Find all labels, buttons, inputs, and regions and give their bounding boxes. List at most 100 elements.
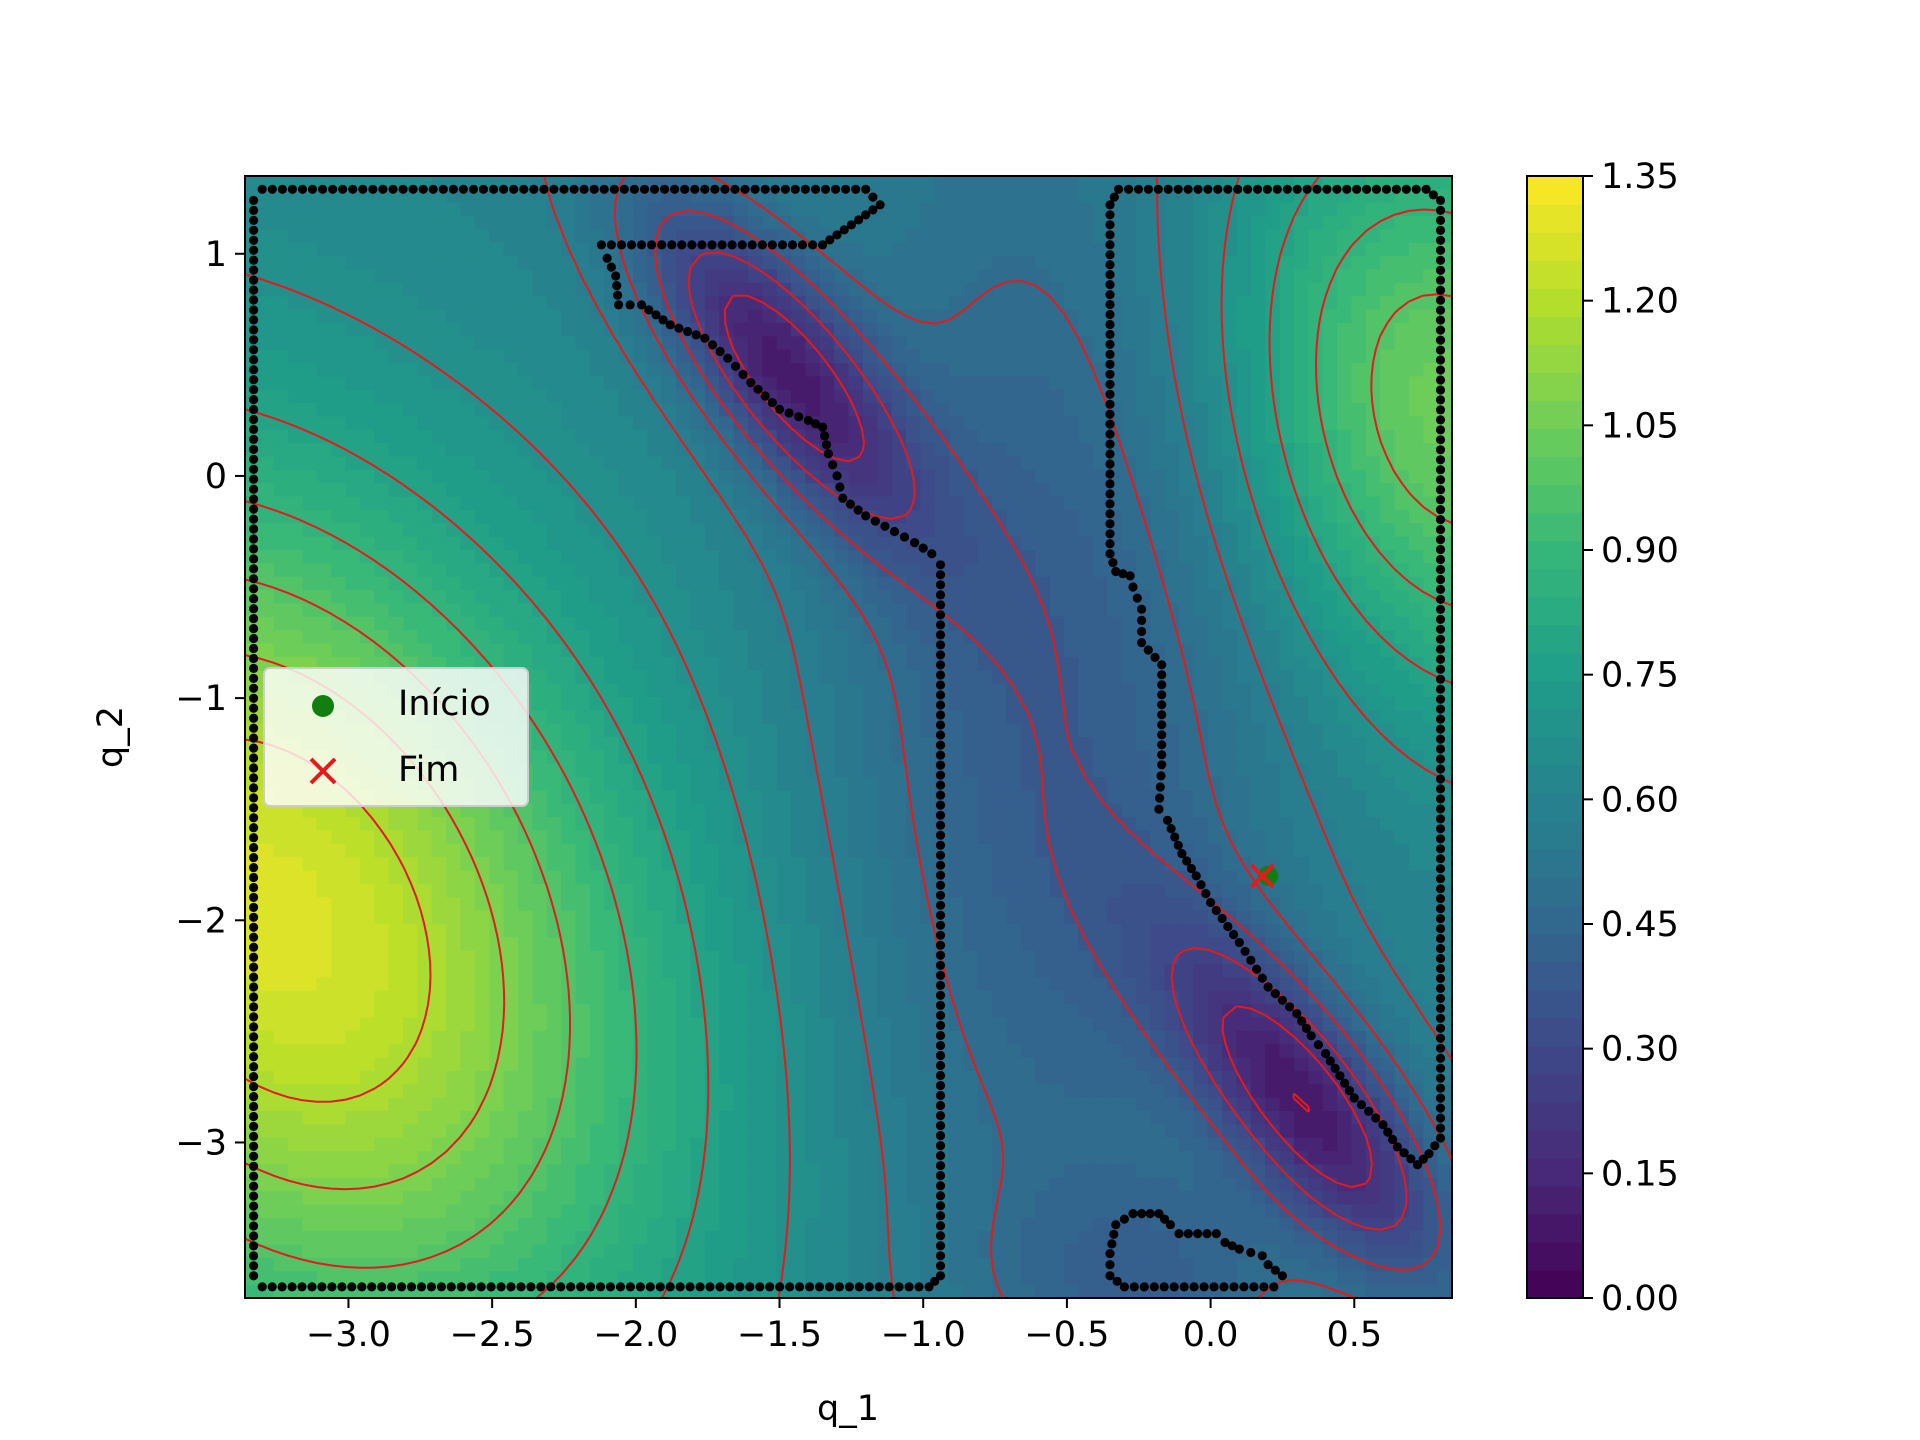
heatmap-cell: [647, 603, 663, 618]
heatmap-cell: [1092, 870, 1108, 885]
heatmap-cell: [474, 843, 490, 858]
heatmap-cell: [374, 456, 390, 471]
heatmap-cell: [690, 282, 706, 297]
heatmap-cell: [704, 403, 720, 418]
heatmap-cell: [345, 643, 361, 658]
heatmap-cell: [532, 282, 548, 297]
heatmap-cell: [1365, 296, 1381, 311]
heatmap-cell: [905, 296, 921, 311]
heatmap-cell: [1365, 670, 1381, 685]
heatmap-cell: [460, 469, 476, 484]
heatmap-cell: [316, 910, 332, 925]
heatmap-cell: [877, 630, 893, 645]
heatmap-cell: [1135, 202, 1151, 217]
heatmap-cell: [1035, 456, 1051, 471]
heatmap-cell: [518, 563, 533, 578]
heatmap-cell: [474, 590, 490, 605]
heatmap-cell: [1092, 563, 1108, 578]
heatmap-cell: [1337, 469, 1353, 484]
heatmap-cell: [819, 656, 835, 671]
heatmap-cell: [589, 710, 605, 725]
heatmap-cell: [1178, 656, 1194, 671]
heatmap-cell: [1222, 336, 1238, 351]
heatmap-cell: [518, 376, 533, 391]
heatmap-cell: [359, 950, 375, 965]
heatmap-cell: [575, 469, 591, 484]
heatmap-cell: [1394, 883, 1410, 898]
heatmap-cell: [1049, 803, 1065, 818]
heatmap-cell: [977, 309, 993, 324]
heatmap-cell: [1135, 924, 1151, 938]
heatmap-cell: [805, 790, 821, 805]
heatmap-cell: [1092, 403, 1108, 418]
heatmap-cell: [1250, 456, 1266, 471]
heatmap-cell: [1337, 256, 1353, 271]
heatmap-cell: [575, 857, 591, 872]
heatmap-cell: [1423, 857, 1439, 872]
heatmap-cell: [503, 590, 519, 605]
heatmap-cell: [302, 509, 318, 524]
heatmap-cell: [676, 509, 692, 524]
heatmap-cell: [934, 389, 950, 404]
heatmap-cell: [417, 563, 433, 578]
heatmap-cell: [460, 389, 476, 404]
heatmap-cell: [561, 363, 577, 377]
heatmap-cell: [992, 883, 1008, 898]
heatmap-cell: [1337, 750, 1353, 765]
heatmap-cell: [1222, 790, 1238, 805]
heatmap-cell: [1423, 216, 1439, 231]
heatmap-cell: [747, 950, 763, 965]
heatmap-cell: [1064, 550, 1080, 564]
heatmap-cell: [747, 723, 763, 738]
heatmap-cell: [618, 870, 634, 885]
heatmap-cell: [1164, 656, 1180, 671]
heatmap-cell: [1207, 443, 1223, 458]
heatmap-cell: [1078, 523, 1094, 538]
heatmap-cell: [1337, 309, 1353, 324]
heatmap-cell: [690, 870, 706, 885]
heatmap-cell: [647, 830, 663, 845]
heatmap-cell: [862, 536, 878, 551]
heatmap-cell: [1135, 897, 1151, 912]
heatmap-cell: [762, 282, 778, 297]
heatmap-cell: [1394, 924, 1410, 938]
heatmap-cell: [1322, 336, 1338, 351]
heatmap-cell: [992, 256, 1008, 271]
heatmap-cell: [1035, 229, 1051, 244]
heatmap-cell: [1107, 723, 1123, 738]
heatmap-cell: [762, 817, 778, 832]
heatmap-cell: [518, 336, 533, 351]
heatmap-cell: [460, 443, 476, 458]
heatmap-cell: [819, 870, 835, 885]
heatmap-cell: [1394, 456, 1410, 471]
heatmap-cell: [1107, 883, 1123, 898]
heatmap-cell: [834, 563, 850, 578]
heatmap-cell: [704, 456, 720, 471]
heatmap-cell: [1078, 269, 1094, 284]
heatmap-cell: [316, 616, 332, 631]
heatmap-cell: [302, 389, 318, 404]
heatmap-cell: [1279, 643, 1295, 658]
heatmap-cell: [1408, 403, 1424, 418]
heatmap-cell: [1423, 269, 1439, 284]
heatmap-cell: [1150, 349, 1166, 364]
heatmap-cell: [1408, 950, 1424, 965]
heatmap-cell: [877, 336, 893, 351]
heatmap-cell: [891, 590, 907, 605]
heatmap-cell: [834, 616, 850, 631]
heatmap-cell: [834, 710, 850, 725]
heatmap-cell: [331, 229, 347, 244]
heatmap-cell: [848, 910, 864, 925]
heatmap-cell: [489, 603, 505, 618]
heatmap-cell: [1135, 737, 1151, 751]
heatmap-cell: [1322, 670, 1338, 685]
heatmap-cell: [1006, 523, 1022, 538]
heatmap-cell: [1006, 363, 1022, 377]
heatmap-cell: [1380, 429, 1396, 444]
heatmap-cell: [1049, 616, 1065, 631]
heatmap-cell: [1092, 229, 1108, 244]
heatmap-cell: [1135, 443, 1151, 458]
heatmap-cell: [791, 576, 806, 591]
heatmap-cell: [1250, 576, 1266, 591]
heatmap-cell: [1135, 282, 1151, 297]
